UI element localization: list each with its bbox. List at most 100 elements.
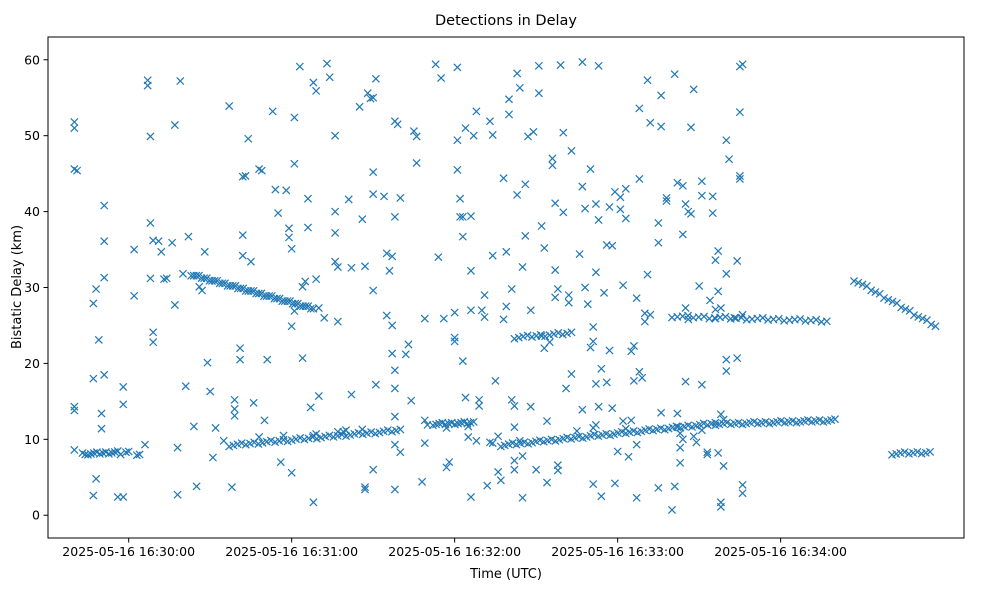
x-tick-label: 2025-05-16 16:30:00	[62, 544, 195, 559]
detection-point	[523, 132, 533, 141]
track-point	[554, 328, 563, 337]
detection-point	[70, 406, 79, 415]
detection-point	[431, 60, 440, 69]
track-point	[95, 449, 104, 458]
detection-point	[589, 337, 598, 346]
track-point	[796, 314, 805, 324]
detection-point	[711, 305, 720, 314]
detection-point	[542, 417, 552, 426]
detection-point	[551, 293, 560, 302]
detection-point	[724, 155, 734, 164]
detection-point	[657, 122, 666, 131]
track-point	[900, 448, 909, 457]
track-point	[291, 299, 300, 308]
detection-point	[303, 223, 312, 232]
detection-point	[119, 400, 128, 409]
detection-point	[347, 263, 356, 272]
detection-point	[322, 59, 332, 68]
detection-point	[632, 294, 641, 303]
detection-point	[594, 402, 603, 411]
detection-point	[344, 195, 353, 204]
detection-point	[70, 117, 79, 127]
detection-point	[290, 307, 299, 316]
detection-point	[627, 416, 636, 425]
detection-point	[540, 244, 549, 253]
detection-point	[464, 422, 473, 431]
detection-point	[529, 127, 538, 136]
detection-point	[407, 396, 416, 405]
track-point	[884, 295, 893, 304]
y-axis-label: Bistatic Delay (km)	[10, 225, 25, 349]
track-point	[812, 315, 821, 324]
detection-point	[73, 166, 82, 175]
detection-point	[716, 410, 725, 419]
detection-point	[390, 212, 399, 221]
detection-point	[722, 269, 731, 278]
x-tick-label: 2025-05-16 16:33:00	[551, 544, 684, 559]
y-tick-label: 40	[24, 204, 40, 219]
detection-point	[485, 117, 494, 126]
detection-point	[578, 58, 587, 67]
detection-point	[312, 275, 321, 284]
track-point	[830, 415, 839, 424]
detection-point	[483, 481, 492, 490]
track-point	[774, 314, 783, 323]
detection-point	[605, 346, 614, 355]
track-point	[913, 447, 922, 456]
detection-point	[504, 95, 514, 104]
detection-point	[733, 354, 742, 363]
detection-point	[456, 194, 465, 203]
detection-point	[390, 412, 399, 421]
detection-point	[173, 443, 182, 452]
detection-point	[714, 448, 723, 458]
detection-point	[159, 275, 169, 284]
detection-point	[472, 436, 481, 445]
detection-point	[654, 483, 663, 492]
detection-point	[643, 270, 652, 279]
detection-point	[312, 429, 321, 439]
detection-point	[331, 131, 340, 140]
track-point	[218, 279, 227, 288]
track-point	[265, 291, 274, 301]
detection-point	[146, 218, 155, 228]
detection-point	[703, 450, 712, 459]
detection-point	[89, 299, 98, 308]
detection-point	[716, 303, 725, 313]
detection-point	[548, 161, 557, 170]
detection-point	[466, 492, 475, 502]
x-tick-label: 2025-05-16 16:32:00	[388, 544, 521, 559]
y-tick-label: 20	[24, 356, 40, 371]
track-point	[897, 303, 906, 312]
detection-point	[559, 208, 568, 217]
detection-point	[670, 482, 679, 491]
detection-point	[200, 247, 209, 256]
detection-point	[738, 310, 747, 319]
detection-point	[241, 171, 250, 180]
track-point	[396, 425, 405, 434]
detection-point	[722, 136, 731, 145]
detection-point	[113, 492, 122, 502]
x-axis-label: Time (UTC)	[469, 567, 542, 582]
detection-point	[635, 174, 644, 183]
detection-point	[314, 392, 323, 401]
detection-point	[534, 89, 543, 98]
detection-point	[168, 238, 177, 247]
chart-title: Detections in Delay	[435, 13, 577, 29]
detection-point	[404, 340, 413, 349]
detection-point	[225, 102, 234, 111]
detection-point	[597, 364, 606, 373]
detection-point	[681, 377, 690, 386]
detection-point	[510, 401, 519, 410]
detection-point	[488, 439, 497, 448]
detection-point	[638, 373, 647, 382]
detection-point	[551, 199, 560, 208]
detection-point	[246, 257, 255, 266]
detection-point	[670, 70, 679, 79]
track-point	[871, 288, 880, 297]
track-point	[266, 436, 275, 445]
track-point	[888, 297, 897, 306]
detection-point	[92, 474, 101, 483]
detection-point	[673, 423, 682, 432]
detection-point	[624, 452, 633, 461]
detection-point	[632, 493, 641, 502]
